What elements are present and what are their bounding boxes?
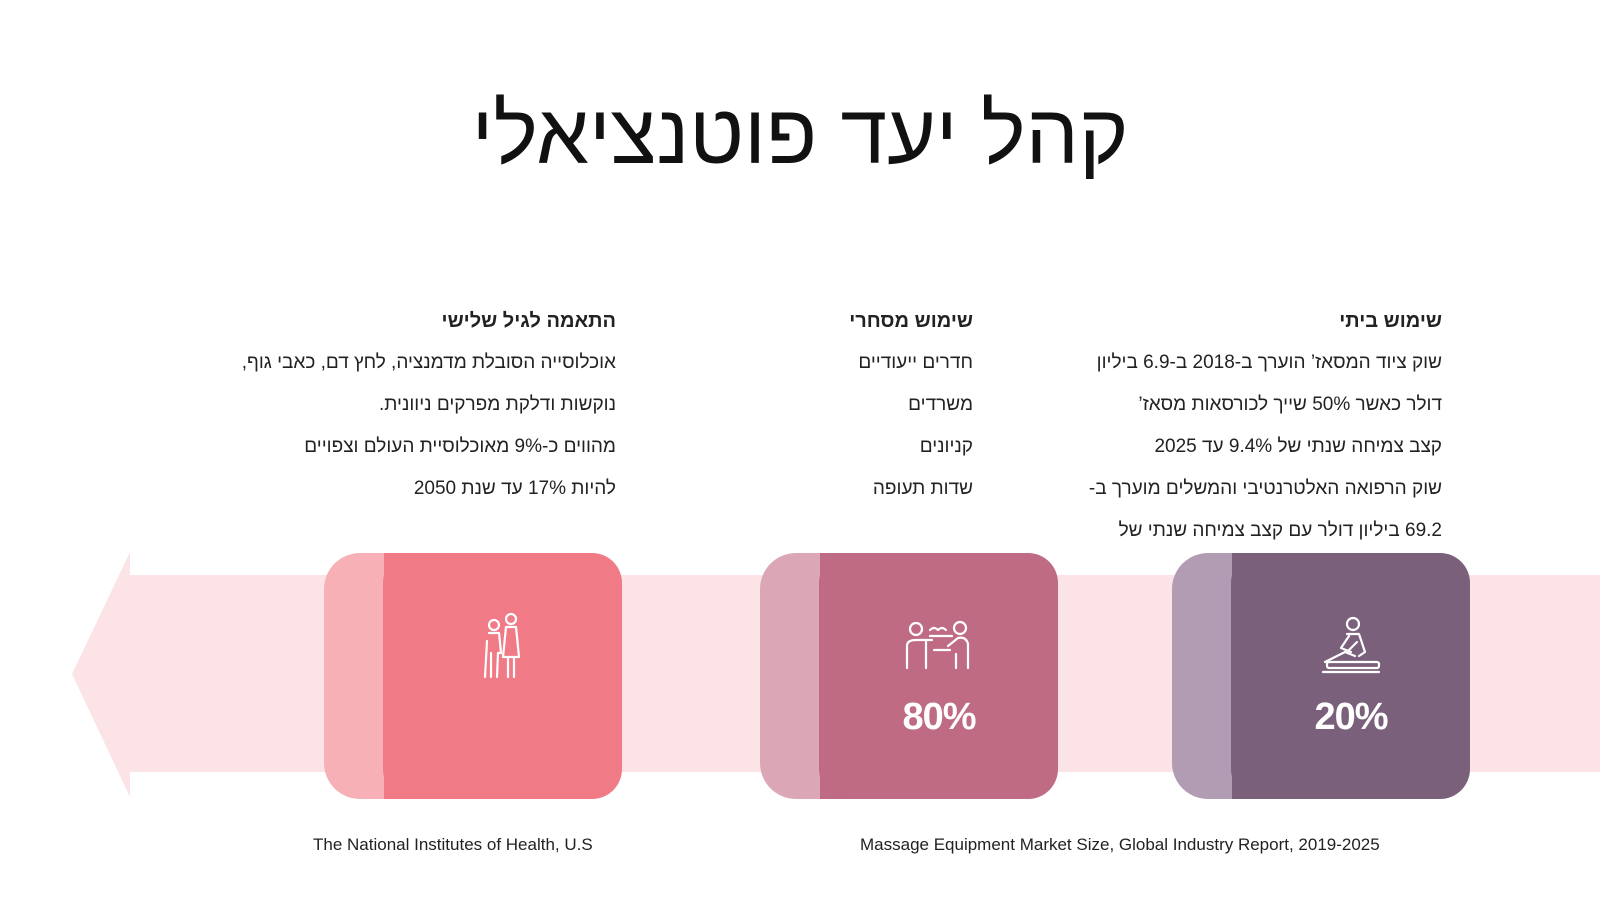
home-use-line: שוק ציוד המסאז’ הוערך ב-2018 ב-6.9 ביליו… xyxy=(1096,352,1442,373)
home-use-percent: 20% xyxy=(1314,696,1388,738)
third-age-line: מהווים כ-9% מאוכלוסיית העולם וצפויים xyxy=(304,436,616,457)
third-age-heading: התאמה לגיל שלישי xyxy=(441,310,616,332)
commercial-use-line: שדות תעופה xyxy=(872,478,973,499)
commercial-use-column: שימוש מסחרי חדרים ייעודיים משרדים קניוני… xyxy=(760,300,973,510)
home-use-line: 69.2 ביליון דולר עם קצב צמיחה שנתי של xyxy=(1118,520,1442,541)
commercial-use-card: 80% xyxy=(760,553,1058,799)
commercial-use-line: קניונים xyxy=(919,436,973,457)
home-use-card: 20% xyxy=(1172,553,1470,799)
commercial-use-line: חדרים ייעודיים xyxy=(858,352,973,373)
source-market-report: Massage Equipment Market Size, Global In… xyxy=(860,835,1380,854)
commercial-use-percent: 80% xyxy=(902,696,976,738)
third-age-card xyxy=(324,553,622,799)
home-use-line: קצב צמיחה שנתי של 9.4% עד 2025 xyxy=(1154,436,1442,457)
elderly-couple-icon xyxy=(384,611,622,681)
commercial-use-line: משרדים xyxy=(908,394,973,415)
home-use-heading: שימוש ביתי xyxy=(1339,310,1442,332)
home-use-column: שימוש ביתי שוק ציוד המסאז’ הוערך ב-2018 … xyxy=(1030,300,1442,594)
third-age-line: נוקשות ודלקת מפרקים ניוונית. xyxy=(379,394,616,415)
office-massage-icon xyxy=(820,611,1058,681)
home-use-line: דולר כאשר 50% שייך לכורסאות מסאז’ xyxy=(1138,394,1442,415)
card-body xyxy=(1231,553,1470,799)
card-body xyxy=(819,553,1058,799)
massage-icon xyxy=(1232,611,1470,681)
third-age-line: אוכלוסייה הסובלת מדמנציה, לחץ דם, כאבי ג… xyxy=(241,352,616,373)
third-age-column: התאמה לגיל שלישי אוכלוסייה הסובלת מדמנצי… xyxy=(200,300,616,510)
page-title: קהל יעד פוטנציאלי xyxy=(471,87,1129,181)
source-nih: The National Institutes of Health, U.S xyxy=(313,835,593,854)
commercial-use-heading: שימוש מסחרי xyxy=(849,310,973,332)
card-body xyxy=(383,553,622,799)
third-age-line: להיות 17% עד שנת 2050 xyxy=(413,478,616,499)
home-use-line: שוק הרפואה האלטרנטיבי והמשלים מוערך ב- xyxy=(1088,478,1442,499)
